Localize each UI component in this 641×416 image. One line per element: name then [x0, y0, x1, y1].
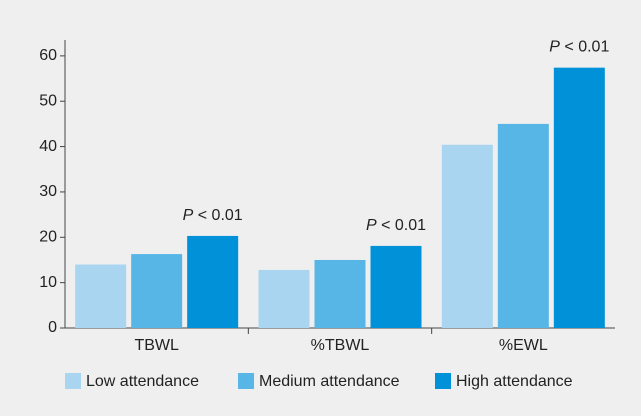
legend-label: Medium attendance	[259, 373, 400, 390]
bar	[187, 235, 239, 328]
bar	[370, 245, 422, 328]
bar	[314, 259, 366, 328]
annotation: P < 0.01	[366, 217, 426, 234]
legend-swatch	[238, 373, 254, 389]
bar	[553, 67, 605, 329]
y-tick-label: 60	[39, 47, 57, 64]
bar	[258, 269, 310, 328]
x-tick-label: %EWL	[499, 337, 548, 354]
legend-label: High attendance	[456, 373, 573, 390]
bar	[441, 144, 493, 328]
legend-swatch	[435, 373, 451, 389]
bar	[131, 254, 183, 328]
x-tick-label: TBWL	[134, 337, 179, 354]
bar	[497, 123, 549, 328]
y-tick-label: 20	[39, 229, 57, 246]
y-tick-label: 40	[39, 138, 57, 155]
y-tick-label: 0	[48, 319, 57, 336]
legend-swatch	[65, 373, 81, 389]
legend-label: Low attendance	[86, 373, 199, 390]
y-tick-label: 50	[39, 92, 57, 109]
y-tick-label: 30	[39, 183, 57, 200]
x-tick-label: %TBWL	[311, 337, 370, 354]
annotation: P < 0.01	[549, 39, 609, 56]
y-tick-label: 10	[39, 274, 57, 291]
bar	[75, 264, 127, 328]
annotation: P < 0.01	[183, 207, 243, 224]
